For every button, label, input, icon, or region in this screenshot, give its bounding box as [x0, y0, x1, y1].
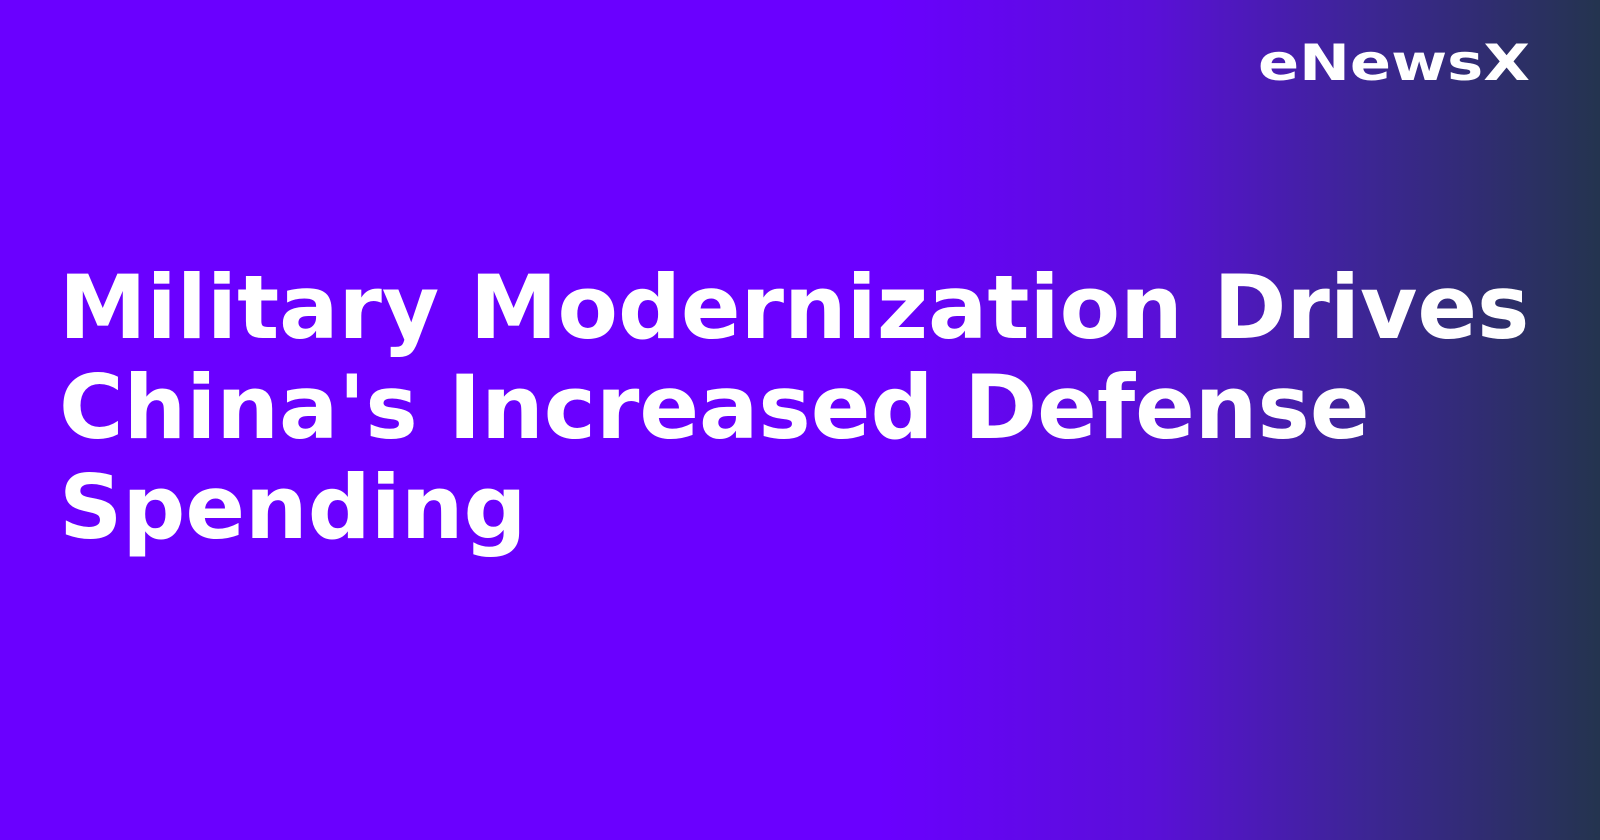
headline: Military Modernization Drives China's In… — [59, 256, 1530, 559]
logo-text: eNewsX — [1258, 36, 1530, 86]
enewsx-logo: eNewsX — [1258, 36, 1530, 86]
